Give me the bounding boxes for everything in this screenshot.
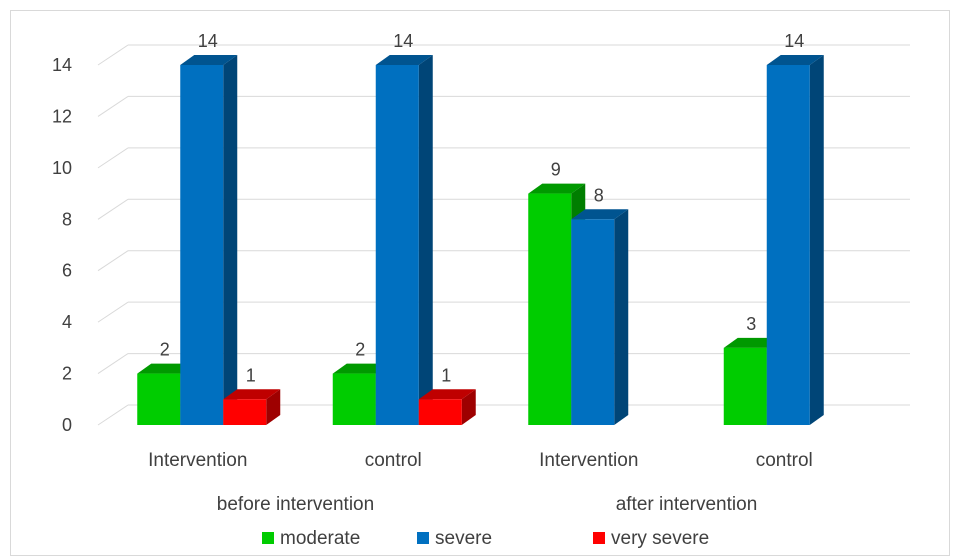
side-gridline	[97, 44, 129, 66]
data-label: 14	[393, 31, 413, 51]
y-tick-label: 2	[62, 364, 72, 384]
group-label: after intervention	[616, 494, 758, 515]
side-gridline	[97, 250, 129, 272]
y-tick-label: 8	[62, 209, 72, 229]
x-tick-label: Intervention	[148, 450, 247, 471]
bar-top	[332, 363, 390, 374]
y-tick-label: 6	[62, 261, 72, 281]
y-tick-label: 14	[52, 55, 72, 75]
data-label: 2	[160, 340, 170, 360]
data-label: 14	[784, 31, 804, 51]
bar-top	[766, 55, 824, 65]
legend-swatch	[593, 532, 605, 544]
bar-top	[137, 363, 195, 374]
data-label: 14	[198, 31, 218, 51]
bar	[528, 193, 572, 425]
data-label: 8	[594, 185, 604, 205]
legend-label: moderate	[280, 528, 360, 549]
side-gridline	[97, 96, 129, 117]
bar-top	[528, 183, 586, 194]
group-label: before intervention	[217, 494, 374, 515]
bar-top	[723, 337, 781, 348]
bar	[723, 347, 767, 425]
bar-side	[418, 55, 433, 425]
side-gridline	[97, 301, 129, 323]
bar	[375, 65, 419, 425]
bar-side	[614, 209, 629, 425]
bar-top	[571, 209, 629, 220]
x-tick-label: control	[365, 450, 422, 471]
bar-side	[809, 55, 824, 425]
data-label: 9	[551, 160, 561, 180]
bar-top	[375, 55, 433, 65]
side-gridline	[97, 353, 129, 374]
data-label: 1	[246, 365, 256, 385]
y-tick-label: 12	[52, 106, 72, 126]
y-tick-label: 10	[52, 158, 72, 178]
side-gridline	[97, 147, 129, 169]
data-label: 3	[746, 314, 756, 334]
y-tick-label: 4	[62, 312, 72, 332]
legend-label: severe	[435, 528, 492, 549]
legend-label: very severe	[611, 528, 709, 549]
bar	[180, 65, 224, 425]
y-tick-label: 0	[62, 415, 72, 435]
x-tick-label: Intervention	[539, 450, 638, 471]
data-label: 2	[355, 340, 365, 360]
bar	[766, 65, 810, 425]
bar-side	[461, 389, 476, 425]
bar	[223, 399, 267, 425]
bar	[137, 373, 181, 425]
bar-side	[266, 389, 281, 425]
legend-swatch	[417, 532, 429, 544]
bar	[418, 399, 462, 425]
side-gridline	[97, 404, 129, 426]
bar-top	[223, 389, 281, 400]
side-gridline	[97, 198, 129, 220]
data-label: 1	[441, 365, 451, 385]
bar	[571, 219, 615, 425]
legend-swatch	[262, 532, 274, 544]
bar-side	[223, 55, 238, 425]
bar	[332, 373, 376, 425]
bar-top	[418, 389, 476, 400]
x-tick-label: control	[756, 450, 813, 471]
bar-top	[180, 55, 238, 65]
